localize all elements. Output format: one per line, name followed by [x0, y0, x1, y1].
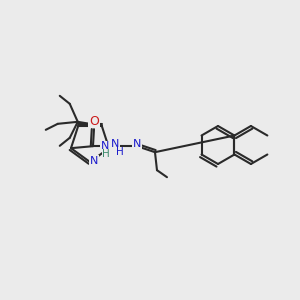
Text: O: O: [89, 115, 99, 128]
Text: N: N: [90, 156, 98, 166]
Text: H: H: [102, 149, 110, 159]
Text: N: N: [133, 139, 141, 149]
Text: H: H: [116, 147, 124, 157]
Text: N: N: [101, 141, 109, 151]
Text: N: N: [111, 139, 119, 149]
